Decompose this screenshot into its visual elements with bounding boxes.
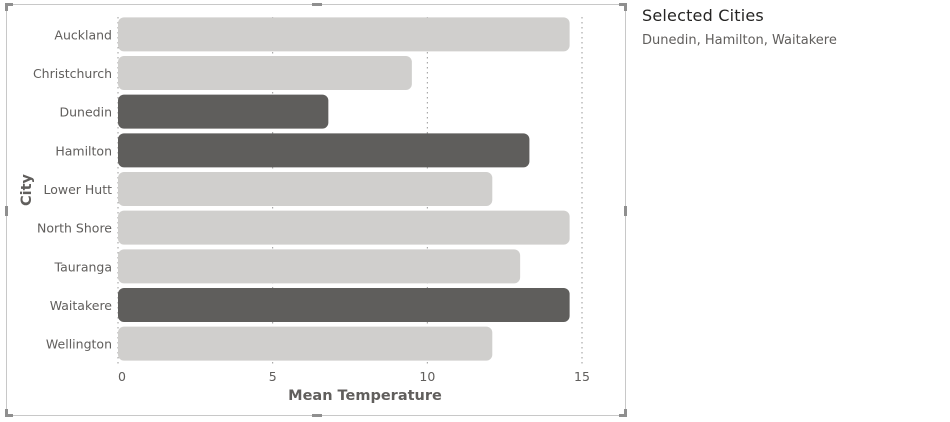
resize-handle-bottom-center[interactable]	[312, 414, 322, 417]
bar-wellington[interactable]	[118, 326, 493, 361]
bar-christchurch[interactable]	[118, 56, 412, 90]
selected-cities-panel: Selected Cities Dunedin, Hamilton, Waita…	[642, 6, 837, 48]
x-tick-label: 0	[118, 369, 126, 384]
bar-tauranga[interactable]	[118, 249, 521, 284]
category-label: Lower Hutt	[43, 182, 112, 197]
selected-cities-title: Selected Cities	[642, 6, 764, 25]
category-label: North Shore	[37, 221, 112, 236]
category-label: Christchurch	[33, 66, 112, 81]
resize-handle-top-right-v[interactable]	[624, 3, 627, 11]
x-tick-label: 15	[574, 369, 590, 384]
bar-north-shore[interactable]	[118, 210, 570, 245]
x-tick-label: 10	[419, 369, 435, 384]
resize-handle-top-left-v[interactable]	[5, 3, 8, 11]
bar-lower-hutt[interactable]	[118, 172, 493, 206]
bar-auckland[interactable]	[118, 17, 570, 52]
resize-handle-left-middle[interactable]	[5, 206, 8, 216]
resize-handle-top-right[interactable]	[619, 3, 627, 6]
category-label: Hamilton	[55, 143, 112, 158]
resize-handle-top-center[interactable]	[312, 3, 322, 6]
bar-waitakere[interactable]	[118, 288, 570, 322]
selected-cities-values: Dunedin, Hamilton, Waitakere	[642, 33, 837, 48]
bar-chart: Auckland Christchurch Dunedin Hamilton Lower…	[19, 17, 590, 404]
y-axis-title: City	[19, 173, 35, 206]
resize-handle-bottom-right[interactable]	[619, 414, 627, 417]
resize-handle-bottom-right-v[interactable]	[624, 409, 627, 417]
category-label: Tauranga	[54, 259, 112, 274]
bar-dunedin[interactable]	[118, 94, 329, 129]
bar-hamilton[interactable]	[118, 133, 530, 168]
resize-handle-bottom-left[interactable]	[5, 414, 13, 417]
category-label: Auckland	[54, 27, 112, 42]
x-axis-title: Mean Temperature	[288, 388, 442, 404]
resize-handle-top-left[interactable]	[5, 3, 13, 6]
category-label: Waitakere	[50, 298, 113, 313]
chart-visual-frame[interactable]	[5, 3, 627, 417]
category-label: Dunedin	[60, 105, 113, 120]
resize-handle-bottom-left-v[interactable]	[5, 409, 8, 417]
category-label: Wellington	[46, 337, 112, 352]
resize-handle-right-middle[interactable]	[624, 206, 627, 216]
x-tick-label: 5	[269, 369, 277, 384]
